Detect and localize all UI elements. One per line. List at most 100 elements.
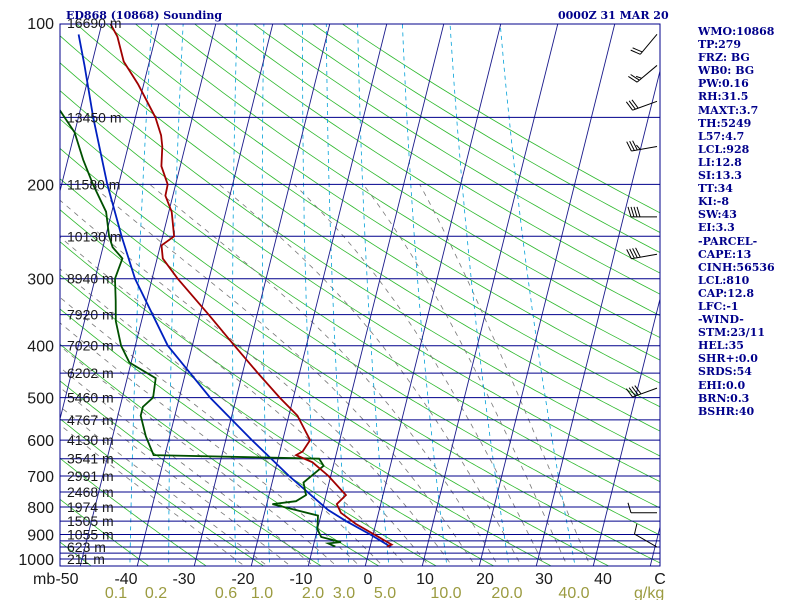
- chart-title: ED868 (10868) Sounding: [66, 9, 223, 22]
- index-line: SI:13.3: [698, 169, 742, 183]
- wind-barb-shaft: [639, 34, 658, 55]
- index-line: -PARCEL-: [698, 234, 758, 248]
- index-line: BSHR:40: [698, 404, 755, 418]
- dry-adiabat: [253, 24, 660, 274]
- temperature-tick-label: -50: [55, 571, 78, 588]
- index-line: TH:5249: [698, 116, 752, 130]
- moist-adiabat: [419, 184, 591, 566]
- wind-barb: [626, 140, 658, 152]
- dry-adiabat: [60, 498, 150, 566]
- height-label: 1974 m: [67, 499, 114, 515]
- wind-barb-feather: [631, 99, 639, 109]
- mixing-ratio-tick-label: 20.0: [491, 585, 522, 600]
- moist-adiabat: [60, 322, 361, 566]
- height-label: 7020 m: [67, 338, 114, 354]
- wind-barb-feather: [633, 206, 638, 218]
- mixing-ratio-tick-label: 10.0: [430, 585, 461, 600]
- wind-barb: [630, 34, 658, 55]
- temperature-tick-label: 30: [535, 571, 553, 588]
- mixing-ratio-tick-label: 40.0: [558, 585, 589, 600]
- height-label: 7920 m: [67, 307, 114, 323]
- dry-adiabat: [60, 178, 660, 564]
- temperature-tick-label: 10: [416, 571, 434, 588]
- wind-barb-feather: [632, 140, 638, 151]
- height-label: 623 m: [67, 539, 106, 555]
- dry-adiabat: [164, 24, 660, 339]
- mixing-ratio-tick-label: 0.2: [145, 585, 167, 600]
- dry-adiabat: [282, 24, 660, 254]
- height-label: 4767 m: [67, 412, 114, 428]
- dewpoint-trace: [60, 108, 342, 548]
- isotherm: [0, 11, 48, 570]
- wind-barb-feather: [625, 388, 633, 398]
- wind-barb-feather: [626, 141, 632, 152]
- index-line: TP:279: [698, 38, 742, 52]
- dry-adiabat: [60, 62, 660, 457]
- wind-barb-feather: [628, 76, 638, 83]
- index-line: TT:34: [698, 182, 733, 196]
- dry-adiabat: [194, 24, 660, 317]
- wind-barb-shaft: [631, 146, 658, 152]
- dry-adiabat: [75, 24, 660, 408]
- mixing-ratio-line: [261, 24, 271, 566]
- pressure-tick-label: 1000: [18, 552, 54, 569]
- index-line: RH:31.5: [698, 90, 749, 104]
- wind-barb-shaft: [634, 533, 658, 548]
- moist-adiabat: [60, 268, 407, 566]
- height-label: 13450 m: [67, 109, 121, 125]
- temperature-tick-label: 20: [476, 571, 494, 588]
- wind-barb: [627, 206, 657, 218]
- wind-barb-feather: [627, 502, 632, 513]
- dry-adiabat: [60, 274, 495, 566]
- dry-adiabat: [60, 343, 380, 566]
- moist-adiabat: [60, 366, 315, 566]
- temperature-tick-label: -20: [231, 571, 254, 588]
- index-line: PW:0.16: [698, 77, 749, 91]
- wind-barb: [625, 385, 658, 398]
- index-line: MAXT:3.7: [698, 103, 759, 117]
- mixing-ratio-tick-label: 1.0: [251, 585, 273, 600]
- index-line: STM:23/11: [698, 326, 765, 340]
- parcel-trace: [77, 34, 392, 548]
- pressure-tick-label: 700: [27, 469, 54, 486]
- index-line: HEL:35: [698, 339, 744, 353]
- mixing-ratio-tick-label: 2.0: [302, 585, 324, 600]
- mixing-ratio-tick-label: 5.0: [374, 585, 396, 600]
- height-label: 2991 m: [67, 468, 114, 484]
- wind-barb-feather: [625, 101, 633, 111]
- index-line: CAP:12.8: [698, 286, 755, 300]
- pressure-tick-label: 100: [27, 16, 54, 33]
- chart-time: 0000Z 31 MAR 20: [558, 9, 669, 22]
- index-line: EHI:0.0: [698, 378, 746, 392]
- mixing-ratio-line: [499, 24, 576, 566]
- dry-adiabat: [60, 241, 552, 566]
- temperature-trace: [109, 24, 394, 548]
- wind-barb-shaft: [632, 100, 658, 111]
- moist-adiabat: [60, 199, 453, 566]
- height-label: 5460 m: [67, 390, 114, 406]
- wind-barb-feather: [632, 248, 638, 258]
- index-line: LI:12.8: [698, 155, 742, 169]
- mixing-ratio-line: [232, 24, 238, 566]
- index-line: SW:43: [698, 208, 737, 222]
- wind-barb: [625, 99, 658, 111]
- isotherm: [535, 69, 660, 566]
- dry-adiabat: [0, 11, 39, 570]
- wind-barb-feather: [636, 206, 641, 218]
- dry-adiabat: [60, 90, 660, 483]
- dry-adiabat: [134, 24, 660, 361]
- temperature-tick-label: -10: [289, 571, 312, 588]
- wind-barb-feather: [629, 140, 635, 151]
- wind-barb: [633, 523, 658, 548]
- plot-frame: [59, 23, 661, 567]
- isotherm: [193, 24, 331, 566]
- wind-barb-feather: [634, 385, 642, 395]
- dry-adiabat: [60, 457, 207, 566]
- pressure-unit-label: mb: [33, 571, 55, 588]
- dry-adiabat: [60, 118, 660, 509]
- mixing-ratio-tick-label: 0.1: [105, 585, 127, 600]
- isotherm: [60, 24, 103, 193]
- pressure-tick-label: 300: [27, 272, 54, 289]
